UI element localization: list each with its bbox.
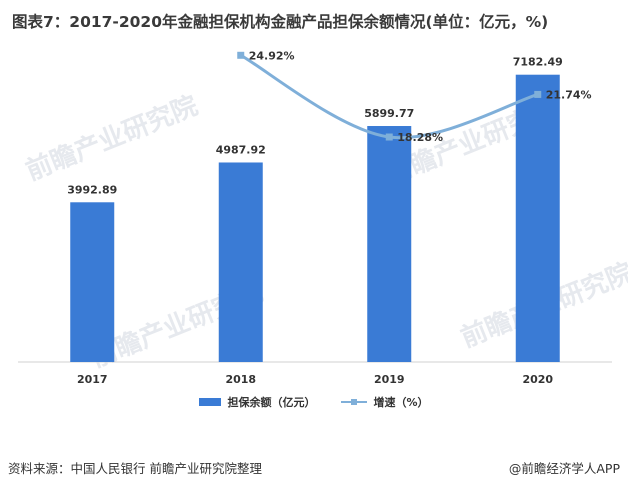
x-tick-2017: 2017 [77, 373, 108, 386]
legend-item-bar: 担保余额（亿元） [199, 394, 315, 410]
legend-bar-label: 担保余额（亿元） [227, 396, 316, 409]
x-tick-2020: 2020 [522, 373, 553, 386]
legend-line-label: 增速（%） [373, 396, 429, 409]
growth-point-2020 [534, 90, 542, 98]
bar-value-label-2018: 4987.92 [216, 143, 266, 156]
growth-label-2019: 18.28% [397, 131, 443, 144]
legend-bar-swatch [199, 398, 222, 406]
bar-value-label-2020: 7182.49 [513, 56, 563, 69]
growth-point-2019 [385, 133, 393, 141]
bar-value-label-2019: 5899.77 [364, 107, 414, 120]
legend: 担保余额（亿元） 增速（%） [0, 394, 628, 410]
x-tick-2019: 2019 [374, 373, 405, 386]
combo-chart: 3992.89 4987.92 5899.77 7182.49 2017 2018 201… [18, 49, 612, 386]
bar-value-label-2017: 3992.89 [67, 183, 117, 196]
bar-2017 [70, 202, 115, 362]
x-tick-2018: 2018 [225, 373, 256, 386]
growth-label-2020: 21.74% [546, 88, 592, 101]
legend-item-line: 增速（%） [341, 394, 429, 410]
brand-credit: @前瞻经济学人APP [508, 461, 620, 476]
growth-point-2018 [237, 51, 245, 59]
source-note: 资料来源：中国人民银行 前瞻产业研究院整理 [8, 461, 262, 476]
growth-label-2018: 24.92% [249, 49, 295, 62]
bar-2020 [515, 74, 560, 362]
chart-title: 图表7：2017-2020年金融担保机构金融产品担保余额情况(单位：亿元，%) [12, 13, 549, 31]
growth-line [240, 53, 539, 140]
legend-line-swatch [341, 397, 368, 407]
bar-2019 [367, 126, 412, 362]
bar-2018 [218, 162, 263, 362]
